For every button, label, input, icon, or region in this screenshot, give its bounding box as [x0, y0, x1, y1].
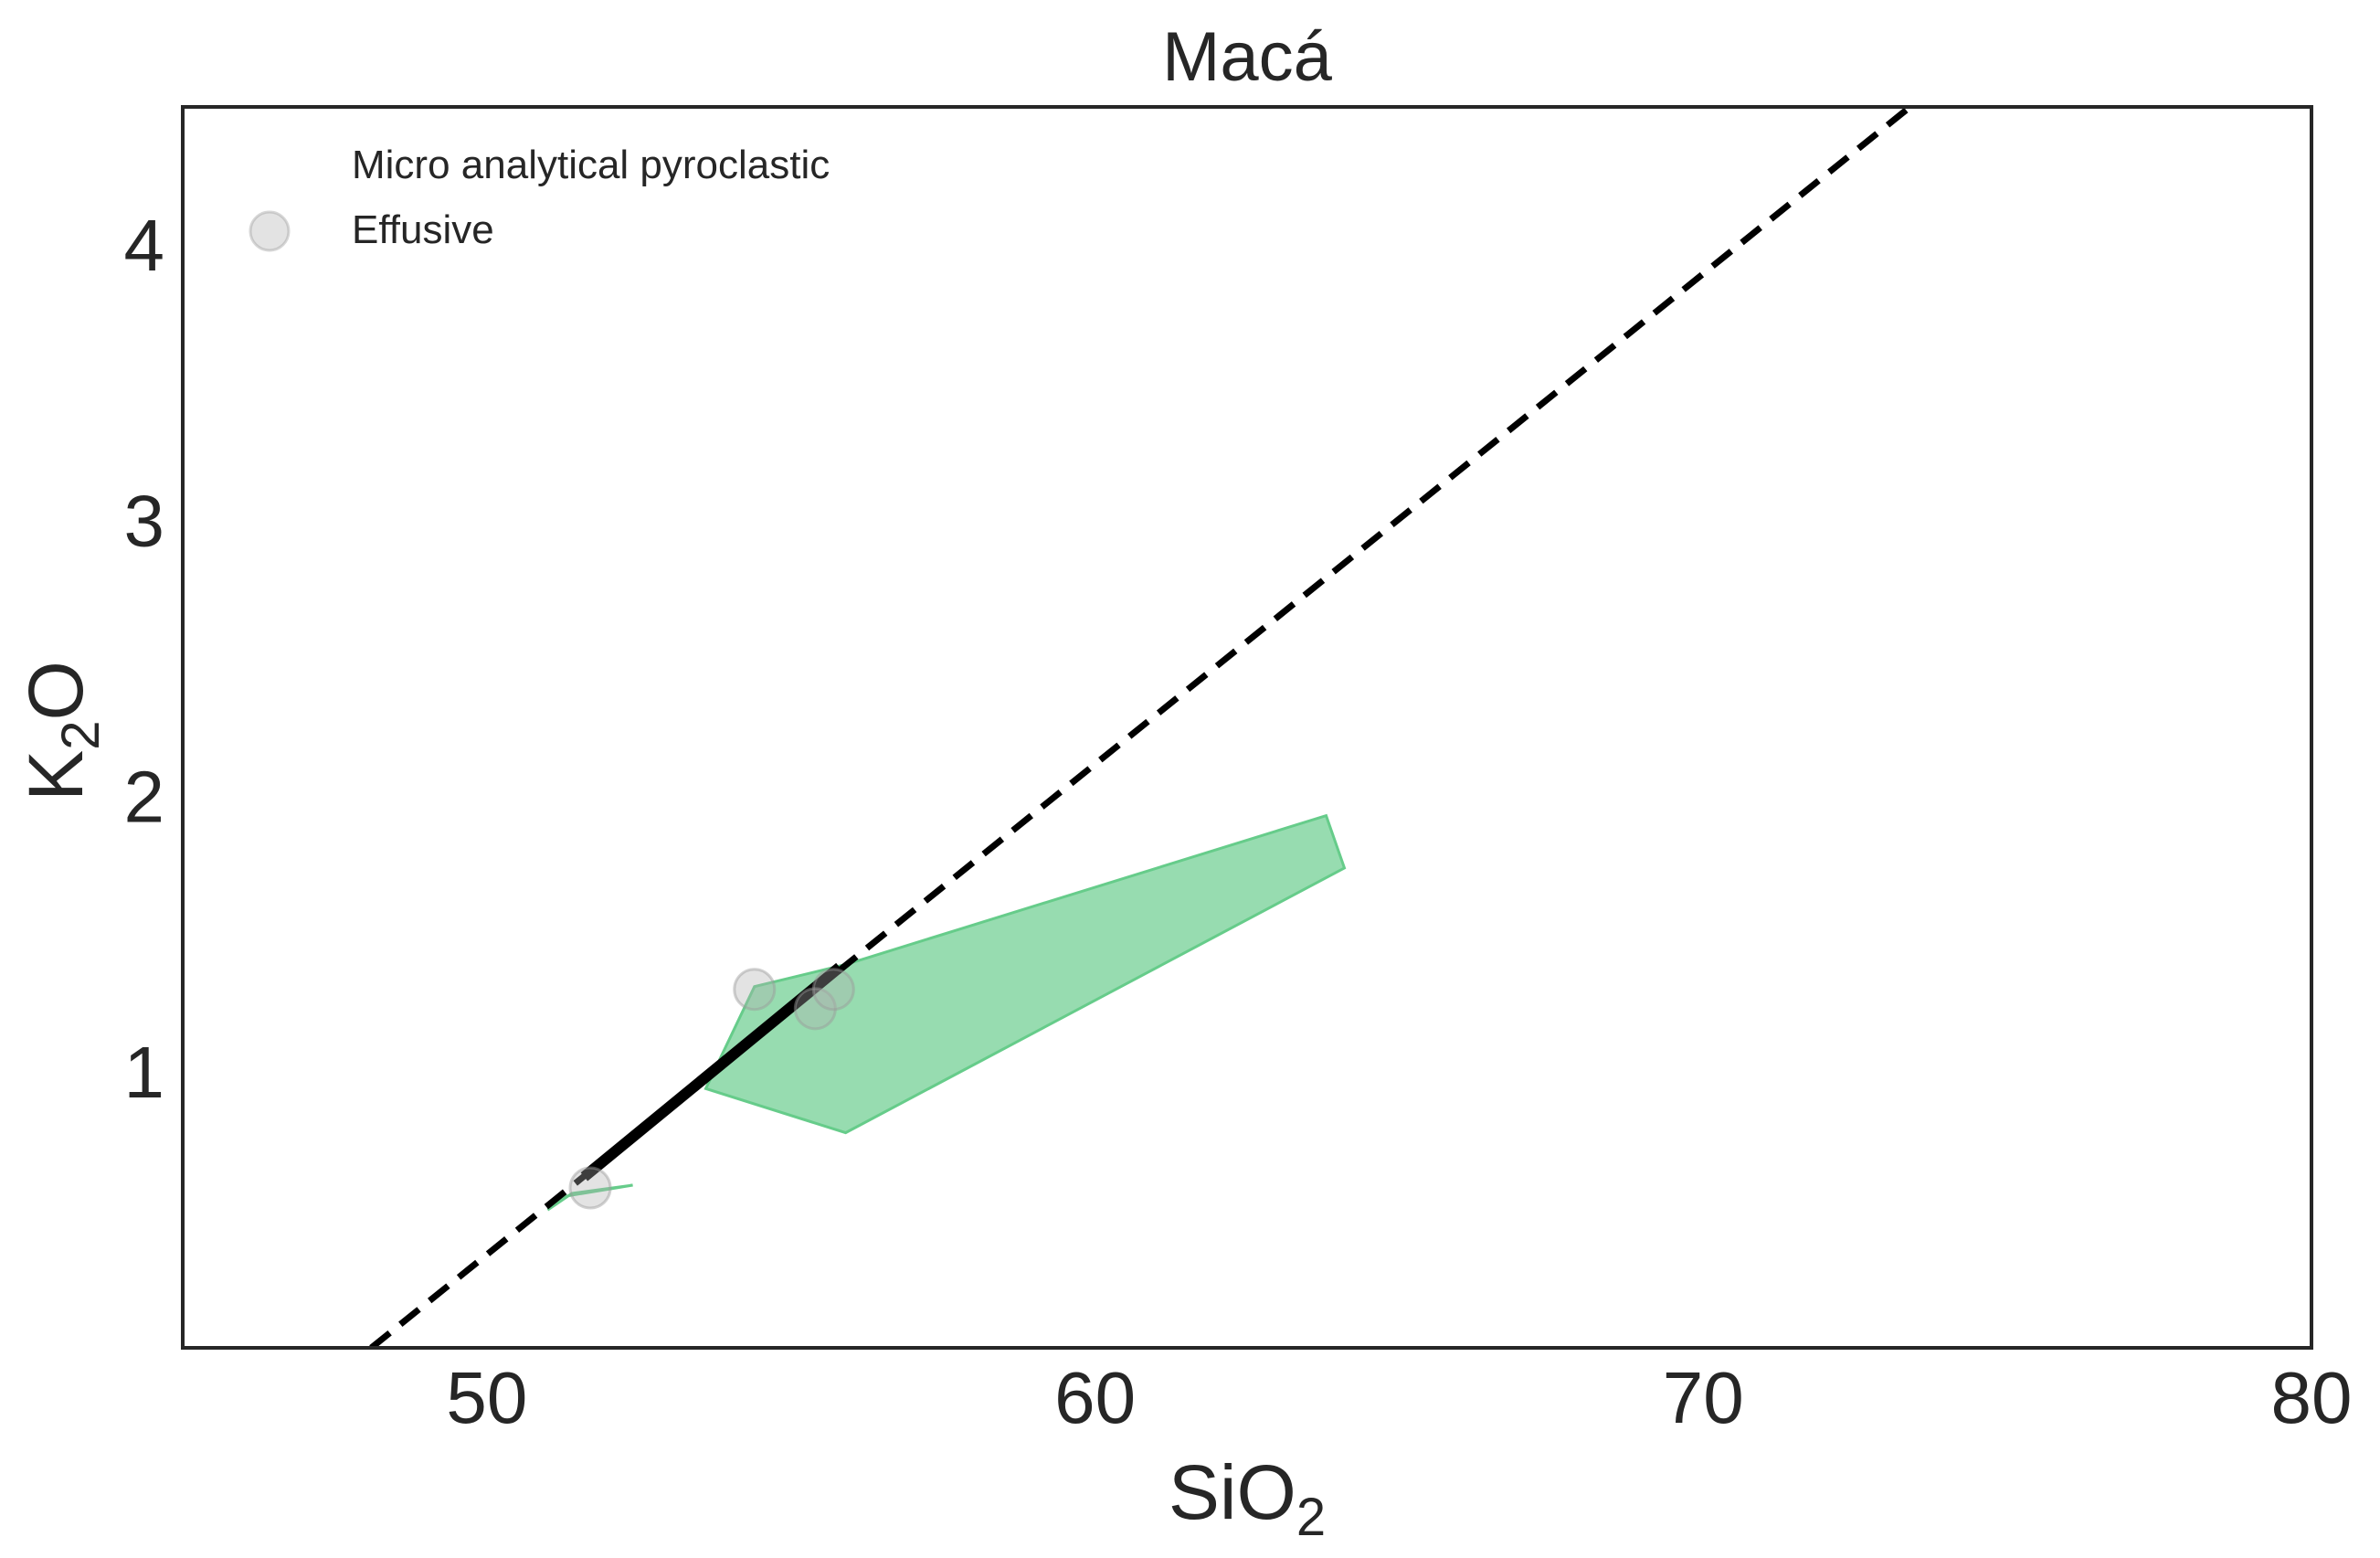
dashed-reference-line-0	[369, 107, 1912, 1348]
x-tick-label: 50	[446, 1357, 527, 1438]
effusive-point-0	[733, 968, 777, 1012]
plot-area	[369, 107, 1912, 1348]
y-tick-label: 2	[124, 756, 165, 837]
x-axis-label-main: SiO	[1169, 1449, 1296, 1535]
y-axis-label-subscript: 2	[51, 721, 111, 750]
legend-label-effusive: Effusive	[352, 207, 494, 252]
y-tick-labels: 1 2 3 4	[124, 205, 165, 1113]
x-tick-labels: 50 60 70 80	[446, 1357, 2352, 1438]
effusive-point-2	[811, 968, 855, 1012]
y-axis-label-main: K	[13, 750, 99, 801]
y-tick-label: 1	[124, 1032, 165, 1113]
y-tick-label: 3	[124, 481, 165, 562]
effusive-point-3	[568, 1166, 612, 1210]
x-tick-label: 80	[2271, 1357, 2353, 1438]
x-tick-label: 60	[1054, 1357, 1136, 1438]
region-polygon-1	[703, 813, 1347, 1135]
x-axis-label: SiO2	[1169, 1449, 1326, 1547]
y-tick-label: 4	[124, 205, 165, 286]
legend-label-pyroclastic: Micro analytical pyroclastic	[352, 143, 830, 187]
y-axis-label-end: O	[13, 661, 99, 720]
x-tick-label: 70	[1663, 1357, 1744, 1438]
legend: Micro analytical pyroclastic Effusive	[249, 143, 830, 252]
chart-title: Macá	[1162, 18, 1333, 96]
y-axis-label: K2O	[13, 661, 111, 801]
effusive-point-1	[793, 987, 837, 1031]
axes-frame	[181, 105, 2313, 1350]
legend-marker-effusive	[249, 210, 291, 252]
x-axis-label-subscript: 2	[1296, 1488, 1326, 1547]
solid-trend-line-1	[580, 962, 843, 1182]
region-polygon-0	[546, 1183, 633, 1212]
